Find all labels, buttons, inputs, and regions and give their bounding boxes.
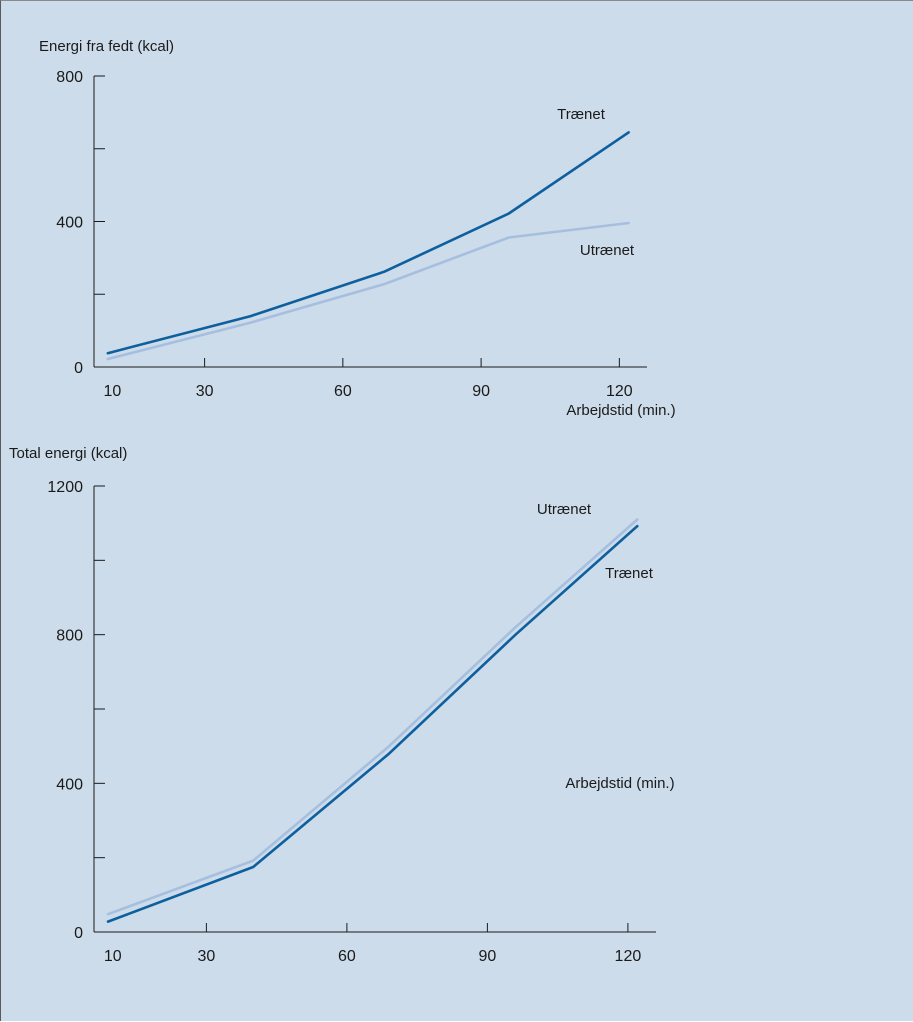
chart1-x-axis-title: Arbejdstid (min.) <box>566 402 675 419</box>
chart2-x-tick-label: 90 <box>479 948 497 965</box>
chart2-x-tick-label: 60 <box>338 948 356 965</box>
chart1-x-tick-label: 90 <box>472 383 490 400</box>
chart2-series-label-utraenet: Utrænet <box>537 501 592 518</box>
chart1-x-tick-label: 120 <box>606 383 633 400</box>
chart1-series-label-traenet: Trænet <box>557 106 606 123</box>
chart1-series-traenet-line <box>106 131 630 355</box>
chart1-y-tick-label: 800 <box>56 69 83 86</box>
chart1-series-utraenet-line <box>106 221 630 361</box>
chart1-y-tick-label: 0 <box>74 360 83 377</box>
chart2-x-tick-label: 10 <box>104 948 122 965</box>
chart2-y-tick-label: 800 <box>56 628 83 645</box>
chart1-x-tick-label: 30 <box>196 383 214 400</box>
chart2-series-utraenet-line <box>106 518 639 916</box>
chart2-y-tick-label: 400 <box>56 776 83 793</box>
chart2-series-traenet-line <box>106 524 639 923</box>
chart2-series-label-traenet: Trænet <box>605 565 654 582</box>
chart2-x-axis-title: Arbejdstid (min.) <box>565 775 674 792</box>
chart1-y-tick-label: 400 <box>56 215 83 232</box>
chart2-x-tick-label: 120 <box>615 948 642 965</box>
chart1-x-tick-label: 10 <box>104 383 122 400</box>
chart1-x-tick-label: 60 <box>334 383 352 400</box>
chart1-series-label-utraenet: Utrænet <box>580 242 635 259</box>
chart1-y-axis-title: Energi fra fedt (kcal) <box>39 38 174 55</box>
chart2-x-tick-label: 30 <box>198 948 216 965</box>
chart2-y-axis-title: Total energi (kcal) <box>9 445 127 462</box>
chart2-y-tick-label: 0 <box>74 925 83 942</box>
chart2-y-tick-label: 1200 <box>47 479 83 496</box>
